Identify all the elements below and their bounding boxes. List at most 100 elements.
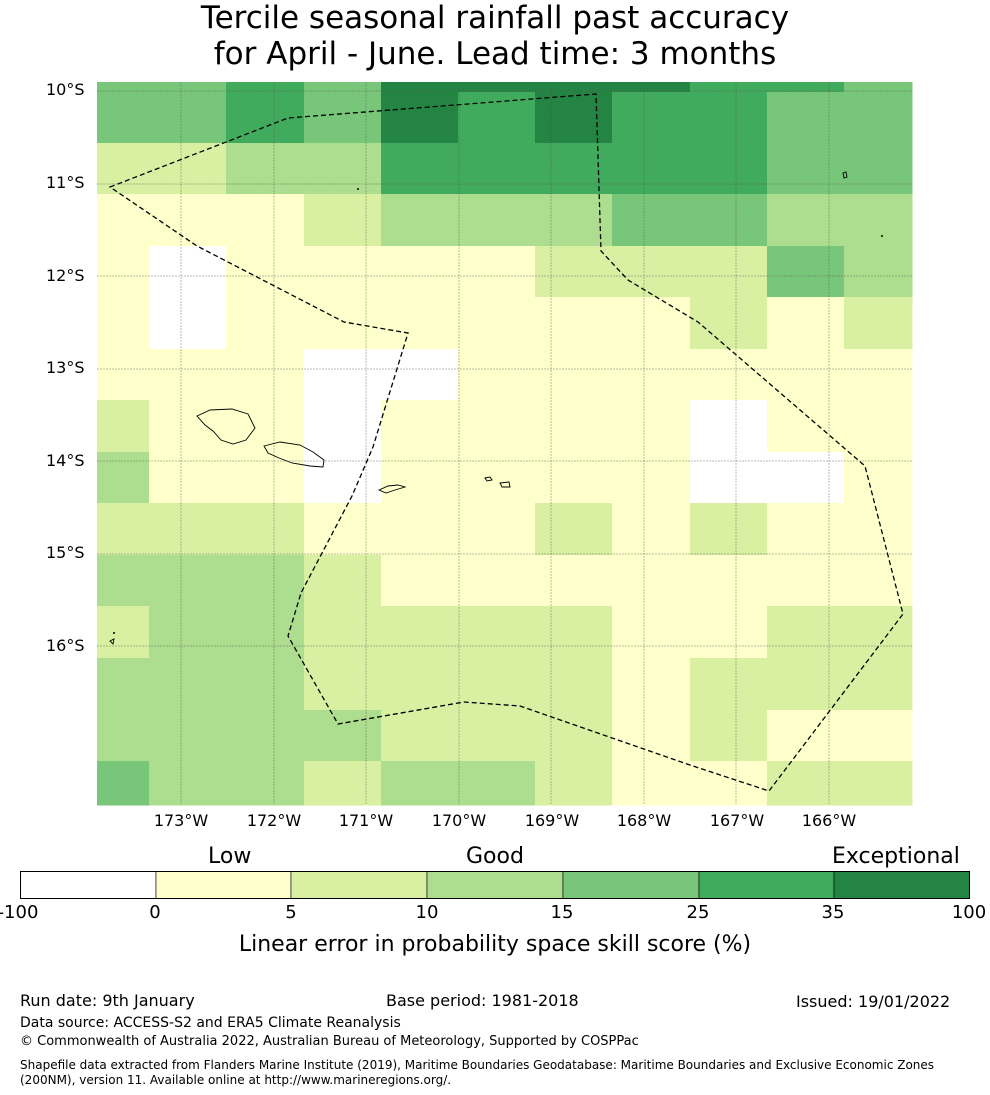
skill-cell: [844, 349, 913, 401]
skill-cell: [612, 297, 691, 350]
skill-cell: [226, 606, 305, 659]
colorbar-swatch: [20, 871, 157, 899]
skill-cell: [844, 503, 913, 556]
skill-cell: [226, 503, 305, 556]
skill-cell: [97, 606, 150, 659]
skill-cell: [149, 400, 227, 453]
skill-cell: [458, 92, 536, 144]
lon-label-172w: 172°W: [246, 811, 302, 830]
skill-cell: [381, 400, 459, 453]
skill-cell: [381, 503, 459, 556]
skill-cell: [458, 761, 536, 806]
skill-cell: [458, 555, 536, 607]
colorbar-category-good: Good: [466, 844, 524, 869]
island-outlines: [109, 171, 848, 645]
colorbar-tick: 0: [149, 902, 161, 923]
eez-boundary: [108, 93, 904, 792]
skill-cell: [535, 82, 613, 93]
skill-cell: [304, 92, 382, 144]
lat-label-13s: 13°S: [46, 358, 85, 377]
skill-cell: [458, 503, 536, 556]
skill-cell: [844, 246, 913, 298]
skill-cell: [149, 349, 227, 401]
skill-cell: [304, 658, 382, 711]
skill-grid-cells: [97, 82, 913, 806]
skill-cell: [535, 349, 613, 401]
skill-cell: [381, 555, 459, 607]
skill-cell: [97, 452, 150, 504]
skill-cell: [612, 606, 691, 659]
skill-cell: [149, 143, 227, 195]
skill-cell: [612, 82, 691, 93]
skill-cell: [690, 452, 768, 504]
skill-cell: [612, 761, 691, 806]
skill-cell: [535, 710, 613, 762]
skill-cell: [767, 297, 845, 350]
skill-cell: [535, 92, 613, 144]
skill-cell: [535, 143, 613, 195]
skill-cell: [149, 82, 227, 93]
skill-cell: [767, 761, 845, 806]
lat-label-10s: 10°S: [46, 80, 85, 99]
skill-cell: [535, 555, 613, 607]
island-manua-2: [499, 481, 511, 488]
skill-cell: [844, 400, 913, 453]
skill-cell: [97, 761, 150, 806]
colorbar-tick: 15: [550, 902, 574, 923]
skill-cell: [226, 297, 305, 350]
skill-cell: [458, 452, 536, 504]
map-gridlines: [97, 82, 912, 805]
skill-cell: [97, 82, 150, 93]
skill-cell: [612, 452, 691, 504]
skill-cell: [612, 400, 691, 453]
skill-cell: [304, 400, 382, 453]
skill-cell: [767, 143, 845, 195]
skill-cell: [767, 606, 845, 659]
skill-cell: [304, 710, 382, 762]
skill-cell: [97, 246, 150, 298]
colorbar: [20, 871, 970, 899]
skill-cell: [304, 503, 382, 556]
skill-cell: [535, 658, 613, 711]
islet-dot: [881, 235, 883, 237]
skill-cell: [149, 452, 227, 504]
skill-cell: [844, 606, 913, 659]
skill-cell: [844, 194, 913, 247]
skill-cell: [226, 82, 305, 93]
skill-cell: [690, 246, 768, 298]
map-title-line1: Tercile seasonal rainfall past accuracy: [200, 0, 790, 36]
colorbar-tick: 5: [285, 902, 297, 923]
skill-cell: [97, 349, 150, 401]
skill-cell: [149, 246, 227, 298]
skill-cell: [458, 246, 536, 298]
skill-cell: [304, 297, 382, 350]
skill-cell: [97, 194, 150, 247]
lon-label-171w: 171°W: [338, 811, 394, 830]
skill-cell: [458, 400, 536, 453]
skill-cell: [767, 92, 845, 144]
skill-cell: [535, 400, 613, 453]
colorbar-label: Linear error in probability space skill …: [238, 932, 752, 957]
colorbar-swatch: [155, 871, 292, 899]
skill-cell: [535, 246, 613, 298]
skill-map: [97, 82, 913, 806]
skill-cell: [690, 82, 768, 93]
skill-cell: [767, 246, 845, 298]
skill-cell: [690, 710, 768, 762]
skill-cell: [381, 606, 459, 659]
skill-cell: [304, 349, 382, 401]
skill-cell: [381, 761, 459, 806]
skill-cell: [226, 246, 305, 298]
skill-cell: [97, 555, 150, 607]
skill-cell: [226, 658, 305, 711]
skill-cell: [535, 503, 613, 556]
skill-cell: [690, 400, 768, 453]
skill-cell: [149, 606, 227, 659]
skill-cell: [226, 761, 305, 806]
skill-cell: [690, 194, 768, 247]
skill-cell: [226, 349, 305, 401]
skill-cell: [304, 452, 382, 504]
run-date: Run date: 9th January: [20, 991, 195, 1010]
skill-cell: [149, 658, 227, 711]
islet-dot: [357, 188, 359, 190]
